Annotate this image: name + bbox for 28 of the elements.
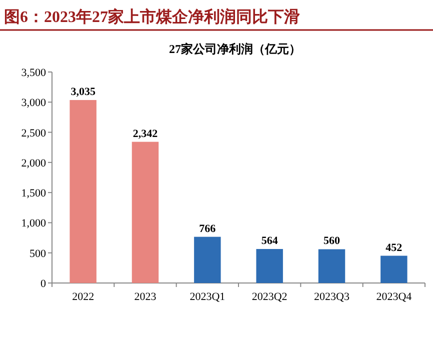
chart-subtitle: 27家公司净利润（亿元） [169, 42, 301, 56]
y-tick-label: 3,000 [21, 97, 46, 110]
bar [380, 256, 408, 283]
x-tick-label: 2023Q3 [314, 291, 350, 303]
data-label: 564 [261, 235, 278, 247]
bar [194, 236, 221, 283]
data-label: 3,035 [70, 86, 96, 98]
bar [70, 100, 96, 283]
bar [318, 249, 346, 283]
x-tick-label: 2022 [72, 291, 94, 303]
y-tick-label: 1,500 [21, 188, 46, 200]
y-tick-label: 2,500 [21, 127, 46, 140]
bar [132, 142, 159, 283]
x-tick-label: 2023Q1 [190, 291, 226, 303]
y-tick-label: 2,000 [21, 157, 46, 170]
x-tick-label: 2023Q4 [376, 291, 412, 303]
chart-title: 图6：2023年27家上市煤企净利润同比下滑 [4, 7, 300, 26]
y-tick-label: 0 [40, 278, 46, 290]
data-label: 766 [199, 222, 216, 235]
y-tick-label: 500 [30, 248, 46, 260]
data-label: 452 [386, 242, 403, 254]
x-tick-label: 2023Q2 [252, 291, 288, 303]
y-tick-label: 3,500 [21, 67, 46, 79]
data-label: 2,342 [132, 128, 158, 140]
x-tick-label: 2023 [134, 291, 157, 303]
bar [256, 249, 283, 283]
y-tick-label: 1,000 [21, 218, 46, 230]
data-label: 560 [324, 235, 340, 248]
